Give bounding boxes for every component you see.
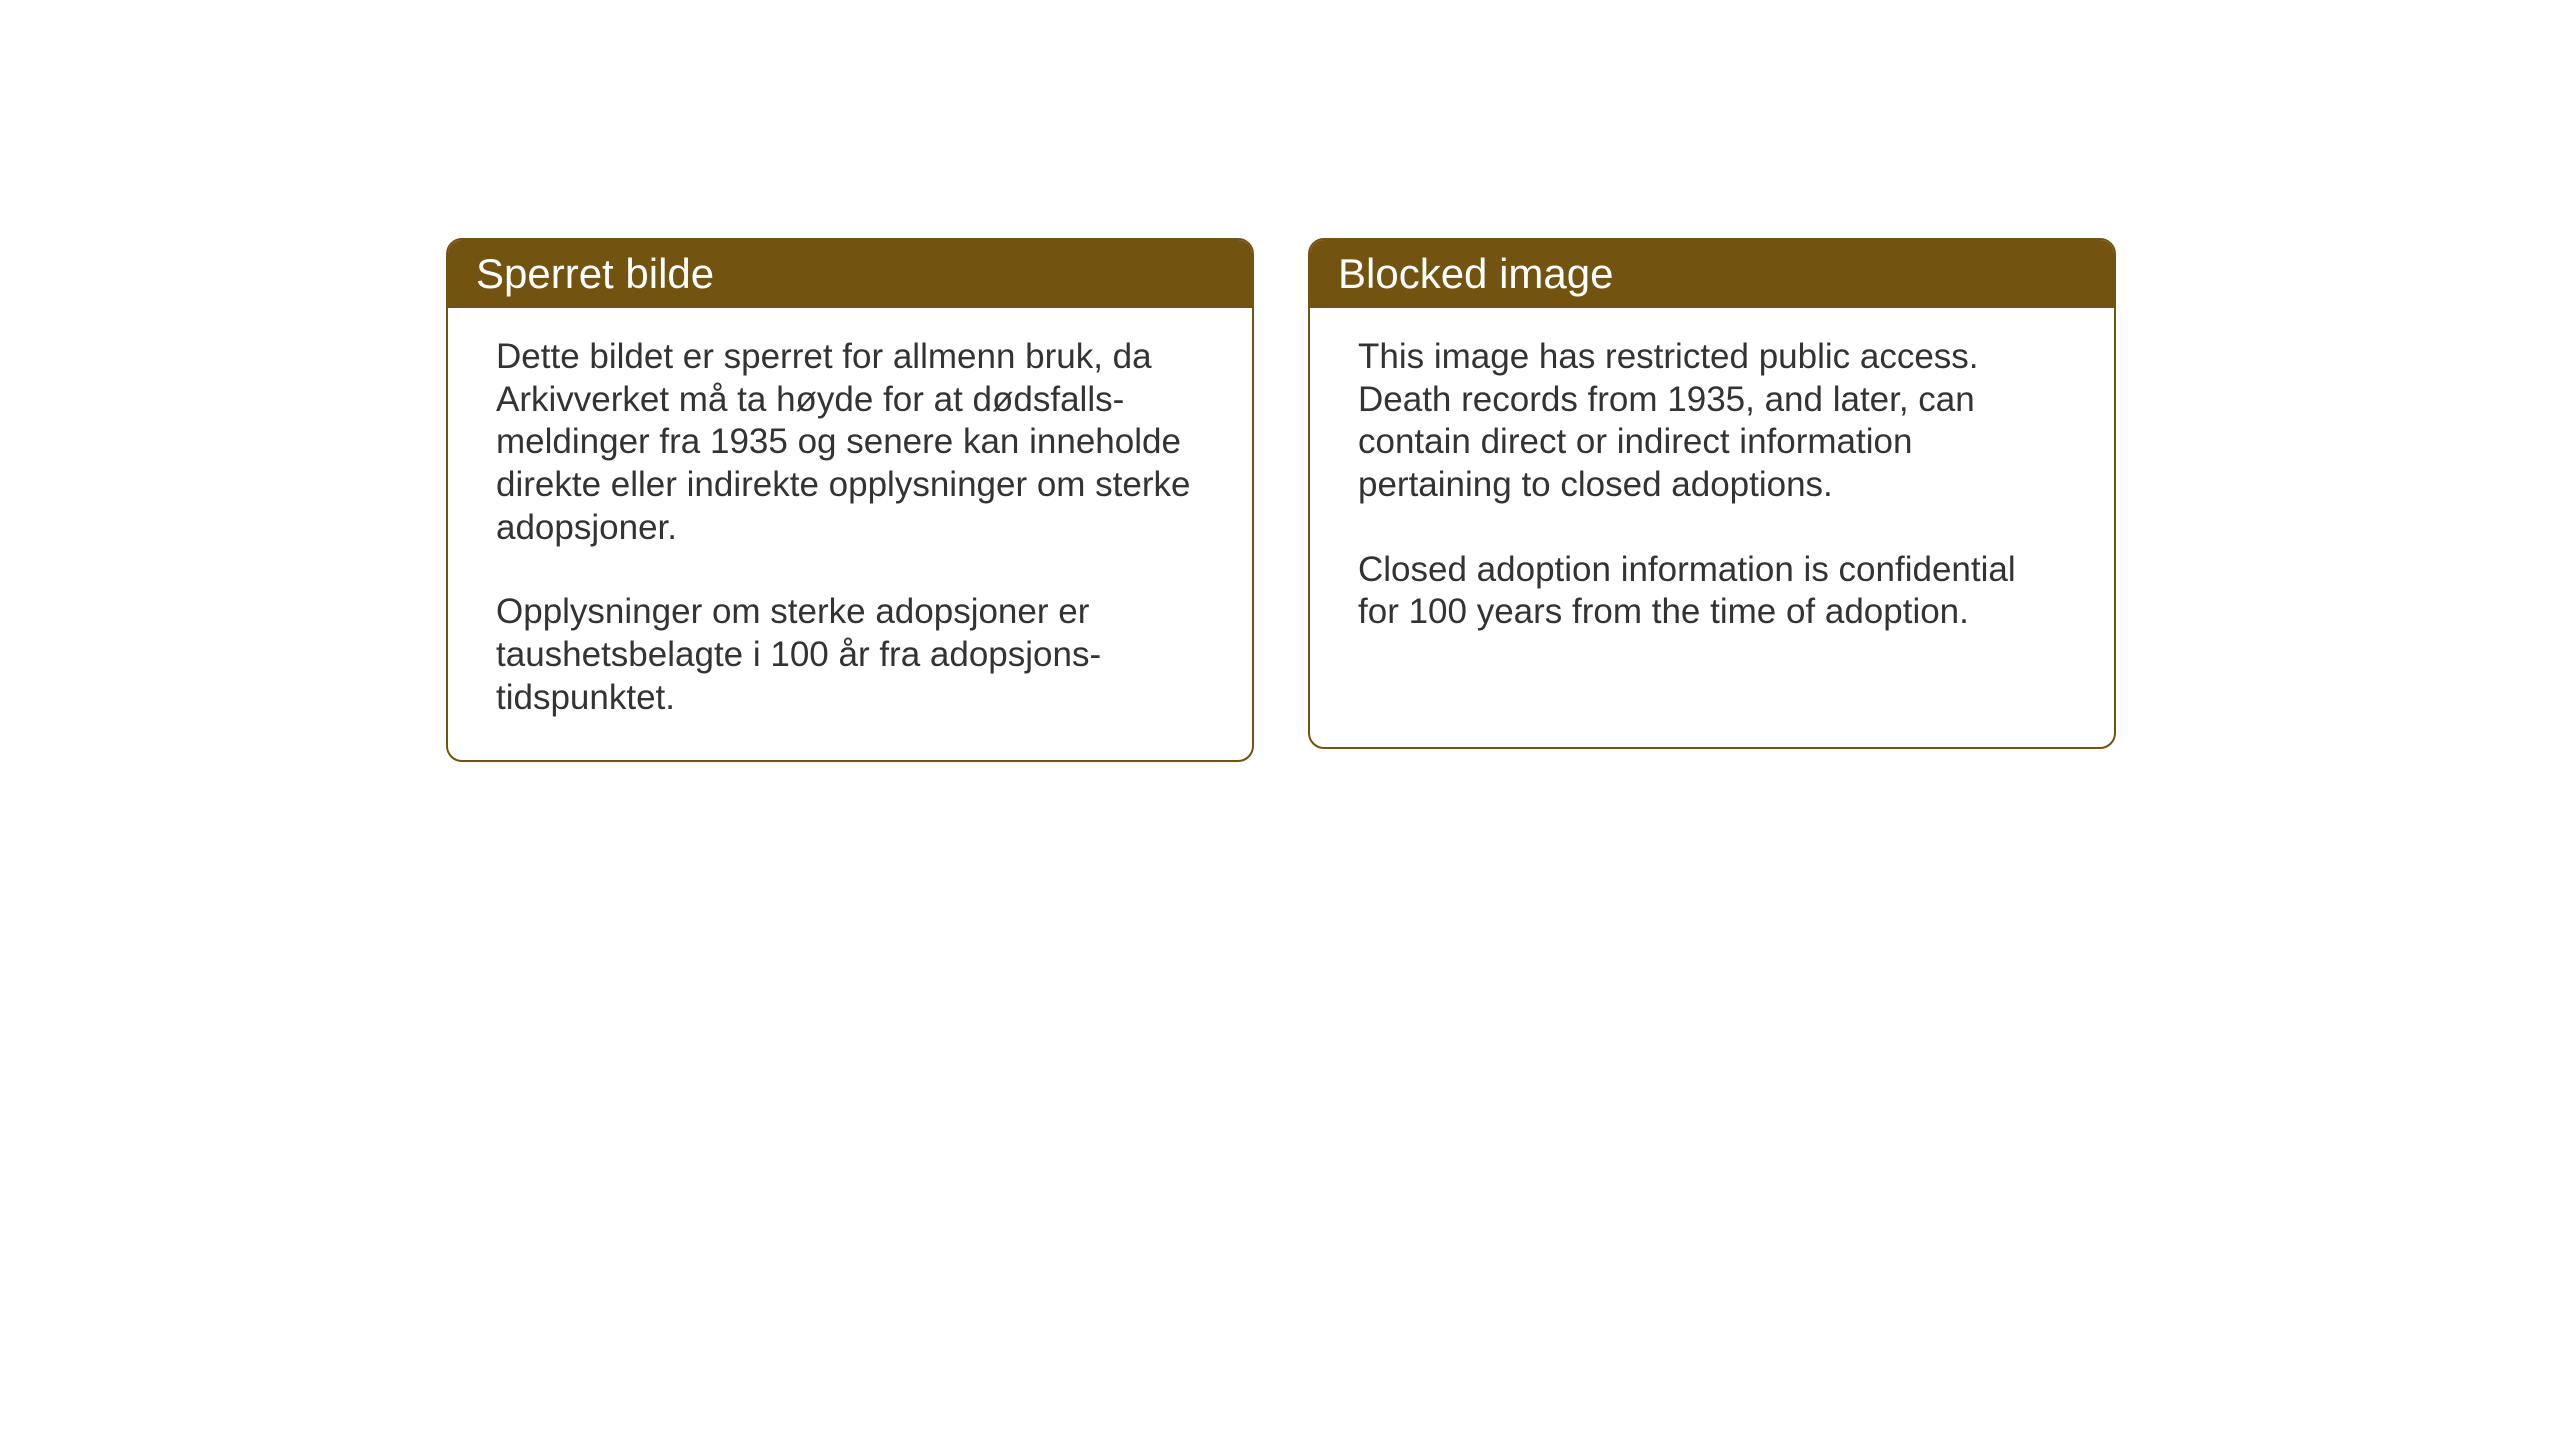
blocked-notice-card-norwegian: Sperret bilde Dette bildet er sperret fo… [446,238,1254,762]
notice-container: Sperret bilde Dette bildet er sperret fo… [446,238,2116,762]
card-header-norwegian: Sperret bilde [448,240,1252,308]
card-paragraph-1-norwegian: Dette bildet er sperret for allmenn bruk… [496,336,1204,549]
card-title-norwegian: Sperret bilde [476,250,714,297]
card-body-norwegian: Dette bildet er sperret for allmenn bruk… [448,308,1252,760]
blocked-notice-card-english: Blocked image This image has restricted … [1308,238,2116,749]
card-title-english: Blocked image [1338,250,1613,297]
card-paragraph-2-english: Closed adoption information is confident… [1358,549,2066,634]
card-paragraph-1-english: This image has restricted public access.… [1358,336,2066,507]
card-header-english: Blocked image [1310,240,2114,308]
card-body-english: This image has restricted public access.… [1310,308,2114,674]
card-paragraph-2-norwegian: Opplysninger om sterke adopsjoner er tau… [496,591,1204,719]
